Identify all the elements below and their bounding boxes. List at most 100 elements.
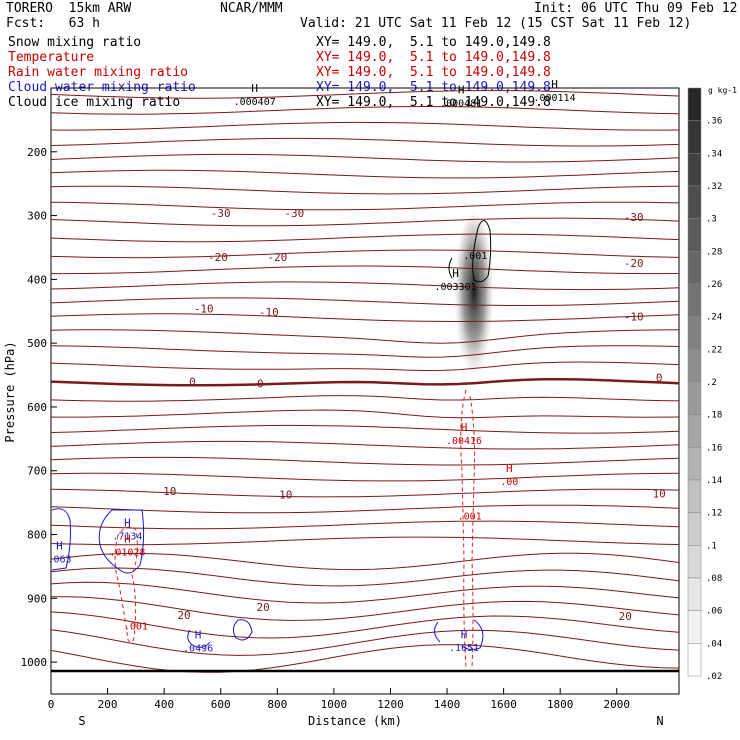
colorbar-label: .28 <box>706 247 722 257</box>
x-tick-label: 800 <box>267 698 287 711</box>
colorbar-label: .3 <box>706 215 717 225</box>
legend-cloud-ice-name: Cloud ice mixing ratio <box>8 95 181 110</box>
colorbar-label: .12 <box>706 509 722 519</box>
isotherm-line <box>51 265 679 275</box>
isotherm-line <box>51 488 679 498</box>
isotherm-label: -30 <box>624 211 644 224</box>
colorbar-label: .32 <box>706 182 722 192</box>
legend-snow-name: Snow mixing ratio <box>8 35 142 50</box>
y-tick-label: 500 <box>27 337 47 350</box>
cloud-water-contour-ring <box>98 509 145 574</box>
organization-label: NCAR/MMM <box>220 1 283 16</box>
colorbar-label: .18 <box>706 411 722 421</box>
maximum-marker: H <box>56 539 63 552</box>
isotherm-line <box>51 233 679 243</box>
maximum-value: .00 <box>500 477 518 488</box>
x-tick-label: 2000 <box>604 698 631 711</box>
isotherm-label: -20 <box>624 257 644 270</box>
maximum-value: .000407 <box>234 97 276 108</box>
maximum-value: .000481 <box>440 98 482 109</box>
y-axis: 200 300 400 500 600 700 800 900 1000 <box>21 146 57 669</box>
isotherm-line <box>51 581 679 604</box>
isotherm-label: -10 <box>624 310 644 323</box>
x-tick-label: 0 <box>48 698 55 711</box>
rain-contour-west <box>114 526 138 643</box>
isotherm-label: -30 <box>284 207 304 220</box>
isotherm-line <box>51 313 679 323</box>
isotherm-label: -10 <box>194 303 214 316</box>
isotherm-line <box>51 281 679 291</box>
isotherm-label: 0 <box>656 372 663 385</box>
isotherm-line <box>51 611 679 639</box>
isotherm-label: 20 <box>177 609 190 622</box>
isotherm-line <box>51 409 679 419</box>
isotherm-labels: -30 -30 -30 -20 -20 -20 -10 -10 -10 0 0 0 10 10 10 20 20… <box>163 207 666 623</box>
isotherm-line <box>51 361 679 372</box>
cloud-ice-contour <box>448 220 492 283</box>
legend-rain-xy: XY= 149.0, 5.1 to 149.0,149.8 <box>316 65 551 80</box>
maximum-marker: H <box>124 516 131 529</box>
isotherm-line <box>51 137 679 147</box>
legend-snow-xy: XY= 149.0, 5.1 to 149.0,149.8 <box>316 35 551 50</box>
colorbar-swatch <box>687 577 702 611</box>
isotherm-line <box>51 249 679 259</box>
colorbar-label: .16 <box>706 443 722 453</box>
colorbar-swatch <box>687 316 702 350</box>
maximum-marker: H <box>506 462 513 475</box>
x-tick-label: 1200 <box>377 698 404 711</box>
y-axis-title: Pressure (hPa) <box>3 341 17 442</box>
maximum-marker: H <box>551 78 558 91</box>
x-tick-label: 600 <box>211 698 231 711</box>
colorbar-swatch <box>687 87 702 121</box>
x-tick-label: 1600 <box>490 698 517 711</box>
isotherm-line <box>51 105 679 115</box>
y-tick-label: 600 <box>27 401 47 414</box>
colorbar-swatch <box>687 512 702 546</box>
field-maxima: H .000407 H .000114 H .000481 H .003301 H .00416 H… <box>47 78 575 655</box>
colorbar-swatch <box>687 643 702 677</box>
isotherm-line <box>51 153 679 163</box>
init-time: Init: 06 UTC Thu 09 Feb 12 <box>534 1 738 16</box>
x-axis: 0 200 400 600 800 1000 1200 1400 1600 1800 2000 <box>48 688 630 711</box>
isotherm-label: -20 <box>208 251 228 264</box>
contour-label: .001 <box>463 251 487 262</box>
colorbar-swatch <box>687 153 702 187</box>
colorbar-swatch <box>687 447 702 481</box>
isotherm-line <box>51 424 679 434</box>
colorbar-swatch <box>687 120 702 154</box>
x-tick-label: 400 <box>154 698 174 711</box>
x-tick-label: 200 <box>98 698 118 711</box>
isotherm-line <box>51 329 679 344</box>
cloud-water-contour-blob <box>232 619 253 641</box>
colorbar-label: .02 <box>706 672 722 682</box>
colorbar-swatch <box>687 545 702 579</box>
isotherm-line <box>51 520 679 530</box>
isotherm-label: 10 <box>653 488 666 501</box>
isotherm-label: 20 <box>257 601 270 614</box>
isotherm-line <box>51 169 679 179</box>
colorbar-label: .24 <box>706 313 722 323</box>
legend-cloud-ice-xy: XY= 149.0, 5.1 to 149.0,149.8 <box>316 95 551 110</box>
colorbar-label: .06 <box>706 607 722 617</box>
cloud-water-contour-east <box>434 619 484 651</box>
isotherm-label: 20 <box>619 610 632 623</box>
isotherm-label: -20 <box>267 251 287 264</box>
colorbar-label: .04 <box>706 639 722 649</box>
cloud-water-contours <box>51 508 484 651</box>
y-tick-label: 900 <box>27 592 47 605</box>
maximum-value: .1651 <box>449 643 479 654</box>
contour-label: .001 <box>458 511 482 522</box>
maximum-marker: H <box>458 83 465 96</box>
isotherm-line <box>51 596 679 621</box>
legend-temperature-xy: XY= 149.0, 5.1 to 149.0,149.8 <box>316 50 551 65</box>
colorbar: .36 .34 .32 .3 .28 .26 .24 .22 .2 .18 .16 .14 .12 .1.… <box>687 87 722 682</box>
legend-temperature-name: Temperature <box>8 50 95 65</box>
maximum-value: .7134 <box>112 531 142 542</box>
colorbar-units: g kg-1 <box>708 86 737 95</box>
colorbar-swatch <box>687 185 702 219</box>
isotherm-line <box>51 297 679 306</box>
x-tick-label: 1400 <box>434 698 461 711</box>
colorbar-swatch <box>687 218 702 252</box>
x-tick-label: 1000 <box>321 698 348 711</box>
maximum-value: .000114 <box>533 93 575 104</box>
